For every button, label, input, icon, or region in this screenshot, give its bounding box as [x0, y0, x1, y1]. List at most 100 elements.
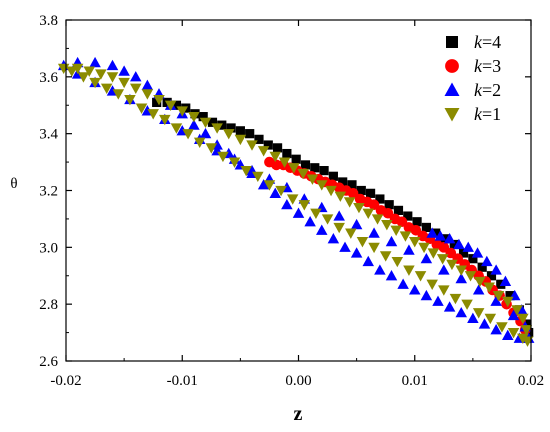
legend: k=4 k=3 k=2 k=1	[444, 32, 501, 124]
legend-marker	[445, 59, 459, 73]
data-point	[467, 312, 479, 323]
data-point	[83, 66, 95, 77]
y-tick-label: 2.6	[39, 354, 58, 370]
data-point	[502, 329, 514, 341]
data-point	[471, 247, 484, 258]
data-point	[403, 211, 413, 221]
data-point	[468, 254, 478, 264]
data-point	[269, 187, 281, 198]
data-point	[455, 272, 467, 284]
data-point	[135, 103, 148, 114]
legend-label: k=4	[474, 32, 501, 52]
data-point	[507, 327, 520, 339]
data-point	[211, 123, 223, 134]
data-point	[409, 237, 421, 248]
legend-item: k=1	[444, 104, 501, 124]
data-point	[207, 117, 218, 127]
data-point	[286, 194, 299, 205]
legend-label: k=3	[474, 56, 501, 76]
data-point	[275, 185, 287, 197]
data-point	[77, 72, 90, 83]
data-point	[343, 197, 356, 208]
y-axis-label: θ	[10, 176, 17, 192]
data-point	[170, 123, 183, 134]
data-point	[141, 79, 154, 90]
data-point	[345, 228, 357, 239]
data-point	[478, 318, 491, 329]
data-point	[147, 109, 159, 120]
x-tick-label: -0.01	[167, 373, 198, 389]
data-point	[182, 129, 194, 140]
data-point	[421, 222, 431, 233]
data-point	[347, 180, 357, 190]
data-point	[521, 336, 534, 347]
data-point	[245, 129, 255, 139]
data-point	[365, 188, 376, 198]
data-point	[226, 123, 236, 133]
x-tick-label: 0.00	[285, 373, 311, 389]
data-point	[390, 225, 402, 237]
data-point	[223, 129, 235, 140]
legend-label: k=2	[474, 80, 501, 100]
data-point	[118, 65, 130, 76]
data-point	[106, 59, 119, 71]
data-point	[362, 255, 374, 267]
legend-label: k=1	[474, 104, 501, 124]
data-point	[288, 163, 300, 174]
data-point	[188, 112, 200, 123]
data-point	[474, 276, 486, 288]
data-point	[368, 242, 380, 254]
data-point	[517, 313, 529, 325]
data-point	[418, 242, 430, 254]
data-point	[462, 241, 474, 252]
data-point	[511, 305, 523, 316]
data-point	[426, 227, 438, 238]
data-point	[291, 154, 301, 164]
x-tick-label: -0.02	[50, 373, 81, 389]
data-point	[272, 143, 283, 153]
data-point	[282, 148, 292, 159]
data-point	[235, 126, 245, 136]
data-point	[379, 251, 392, 262]
data-point	[71, 63, 84, 75]
legend-item: k=4	[446, 32, 501, 52]
data-point	[455, 265, 467, 276]
data-point	[356, 237, 369, 248]
data-point	[338, 177, 348, 187]
data-point	[95, 69, 107, 80]
data-point	[483, 282, 495, 293]
legend-item: k=3	[445, 56, 501, 76]
data-point	[385, 235, 398, 247]
data-point	[333, 222, 345, 234]
data-point	[375, 194, 385, 204]
data-point	[306, 174, 319, 185]
series-k=3	[264, 156, 531, 336]
data-point	[455, 306, 467, 318]
data-point	[472, 284, 485, 295]
data-point	[228, 157, 241, 168]
data-point	[356, 185, 366, 196]
data-point	[334, 191, 347, 202]
data-point	[292, 207, 305, 218]
data-point	[371, 214, 384, 225]
legend-item: k=2	[444, 80, 501, 100]
data-point	[333, 210, 345, 221]
data-point	[391, 256, 404, 268]
data-point	[130, 71, 142, 82]
data-point	[453, 238, 465, 250]
data-point	[141, 89, 154, 100]
data-point	[414, 271, 427, 282]
x-tick-label: 0.02	[518, 373, 544, 389]
data-point	[496, 322, 508, 333]
y-tick-label: 3.0	[39, 240, 58, 256]
data-point	[481, 255, 493, 267]
data-point	[263, 140, 273, 150]
data-point	[486, 271, 497, 281]
data-point	[188, 119, 200, 130]
data-point	[426, 279, 438, 291]
legend-marker	[446, 36, 458, 48]
data-point	[399, 231, 412, 242]
data-point	[464, 271, 477, 282]
data-point	[420, 252, 433, 264]
data-point	[263, 180, 276, 191]
